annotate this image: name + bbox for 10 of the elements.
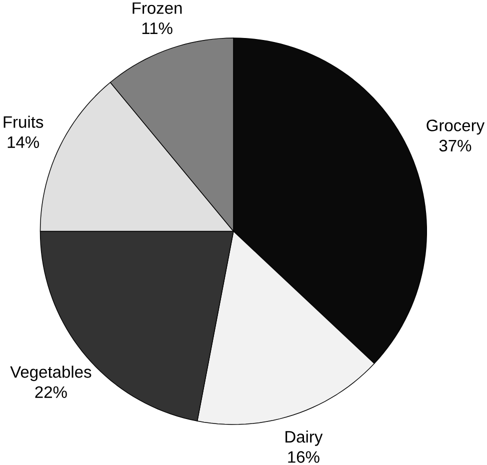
slice-label: Dairy — [286, 430, 323, 446]
slice-label: Fruits — [4, 116, 44, 128]
slice-label: Grocery — [426, 119, 485, 134]
data-label: 16% — [288, 451, 320, 463]
data-label: 14% — [8, 136, 39, 148]
slice-label: Vegetables — [10, 366, 92, 381]
data-label: 37% — [439, 140, 472, 152]
data-label: 22% — [35, 386, 67, 398]
slice-label: Frozen — [132, 2, 182, 14]
data-label: 11% — [142, 22, 172, 34]
